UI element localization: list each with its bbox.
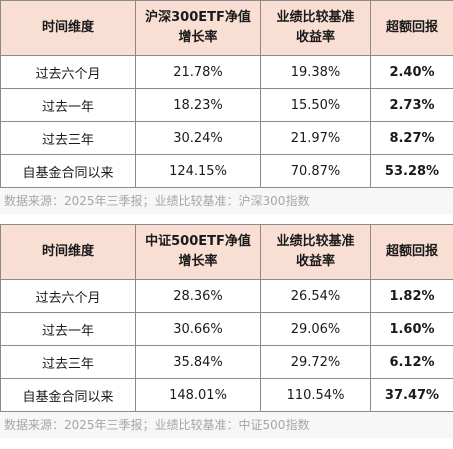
source-note-csi500: 数据来源：2025年三季报；业绩比较基准：中证500指数 (0, 412, 453, 438)
header-nav-line2: 增长率 (178, 30, 218, 45)
cell-bench: 19.38% (260, 55, 371, 89)
cell-nav: 35.84% (135, 345, 261, 379)
table-block-csi500: 时间维度 中证500ETF净值 增长率 业绩比较基准 收益率 超额回报 过去六个… (0, 224, 453, 438)
cell-bench: 21.97% (260, 121, 371, 155)
cell-period: 过去六个月 (0, 279, 136, 313)
header-bench-line2: 收益率 (295, 254, 335, 269)
cell-nav: 148.01% (135, 378, 261, 412)
cell-bench: 15.50% (260, 88, 371, 122)
header-nav-line1: 沪深300ETF净值 (145, 10, 251, 25)
performance-table-csi500: 时间维度 中证500ETF净值 增长率 业绩比较基准 收益率 超额回报 过去六个… (0, 224, 453, 412)
cell-excess: 37.47% (370, 378, 453, 412)
header-nav-line2: 增长率 (178, 254, 218, 269)
header-bench-line1: 业绩比较基准 (276, 234, 355, 249)
header-nav-growth: 沪深300ETF净值 增长率 (135, 0, 261, 56)
cell-nav: 28.36% (135, 279, 261, 313)
table-row: 过去六个月 21.78% 19.38% 2.40% (0, 55, 453, 89)
table-row: 过去六个月 28.36% 26.54% 1.82% (0, 279, 453, 313)
cell-nav: 21.78% (135, 55, 261, 89)
cell-period: 自基金合同以来 (0, 154, 136, 188)
cell-nav: 30.24% (135, 121, 261, 155)
header-nav-growth: 中证500ETF净值 增长率 (135, 224, 261, 280)
table-row: 自基金合同以来 124.15% 70.87% 53.28% (0, 154, 453, 188)
cell-excess: 8.27% (370, 121, 453, 155)
cell-bench: 110.54% (260, 378, 371, 412)
header-period: 时间维度 (0, 0, 136, 56)
table-header-row: 时间维度 中证500ETF净值 增长率 业绩比较基准 收益率 超额回报 (0, 224, 453, 280)
header-period: 时间维度 (0, 224, 136, 280)
header-bench-line2: 收益率 (295, 30, 335, 45)
header-excess-return: 超额回报 (370, 0, 453, 56)
source-note-csi300: 数据来源：2025年三季报；业绩比较基准：沪深300指数 (0, 188, 453, 214)
cell-nav: 124.15% (135, 154, 261, 188)
cell-nav: 18.23% (135, 88, 261, 122)
table-row: 过去三年 30.24% 21.97% 8.27% (0, 121, 453, 155)
table-row: 过去一年 18.23% 15.50% 2.73% (0, 88, 453, 122)
table-block-csi300: 时间维度 沪深300ETF净值 增长率 业绩比较基准 收益率 超额回报 过去六个… (0, 0, 453, 214)
cell-excess: 53.28% (370, 154, 453, 188)
cell-period: 过去三年 (0, 345, 136, 379)
header-benchmark-return: 业绩比较基准 收益率 (260, 0, 371, 56)
cell-period: 过去三年 (0, 121, 136, 155)
cell-period: 过去六个月 (0, 55, 136, 89)
table-row: 过去一年 30.66% 29.06% 1.60% (0, 312, 453, 346)
cell-period: 自基金合同以来 (0, 378, 136, 412)
cell-nav: 30.66% (135, 312, 261, 346)
cell-period: 过去一年 (0, 88, 136, 122)
table-row: 自基金合同以来 148.01% 110.54% 37.47% (0, 378, 453, 412)
header-benchmark-return: 业绩比较基准 收益率 (260, 224, 371, 280)
performance-table-csi300: 时间维度 沪深300ETF净值 增长率 业绩比较基准 收益率 超额回报 过去六个… (0, 0, 453, 188)
cell-bench: 29.06% (260, 312, 371, 346)
table-row: 过去三年 35.84% 29.72% 6.12% (0, 345, 453, 379)
header-excess-return: 超额回报 (370, 224, 453, 280)
cell-excess: 1.82% (370, 279, 453, 313)
cell-bench: 29.72% (260, 345, 371, 379)
cell-excess: 6.12% (370, 345, 453, 379)
cell-bench: 26.54% (260, 279, 371, 313)
cell-excess: 2.73% (370, 88, 453, 122)
cell-excess: 2.40% (370, 55, 453, 89)
header-bench-line1: 业绩比较基准 (276, 10, 355, 25)
table-header-row: 时间维度 沪深300ETF净值 增长率 业绩比较基准 收益率 超额回报 (0, 0, 453, 56)
header-nav-line1: 中证500ETF净值 (145, 234, 251, 249)
cell-period: 过去一年 (0, 312, 136, 346)
cell-bench: 70.87% (260, 154, 371, 188)
cell-excess: 1.60% (370, 312, 453, 346)
